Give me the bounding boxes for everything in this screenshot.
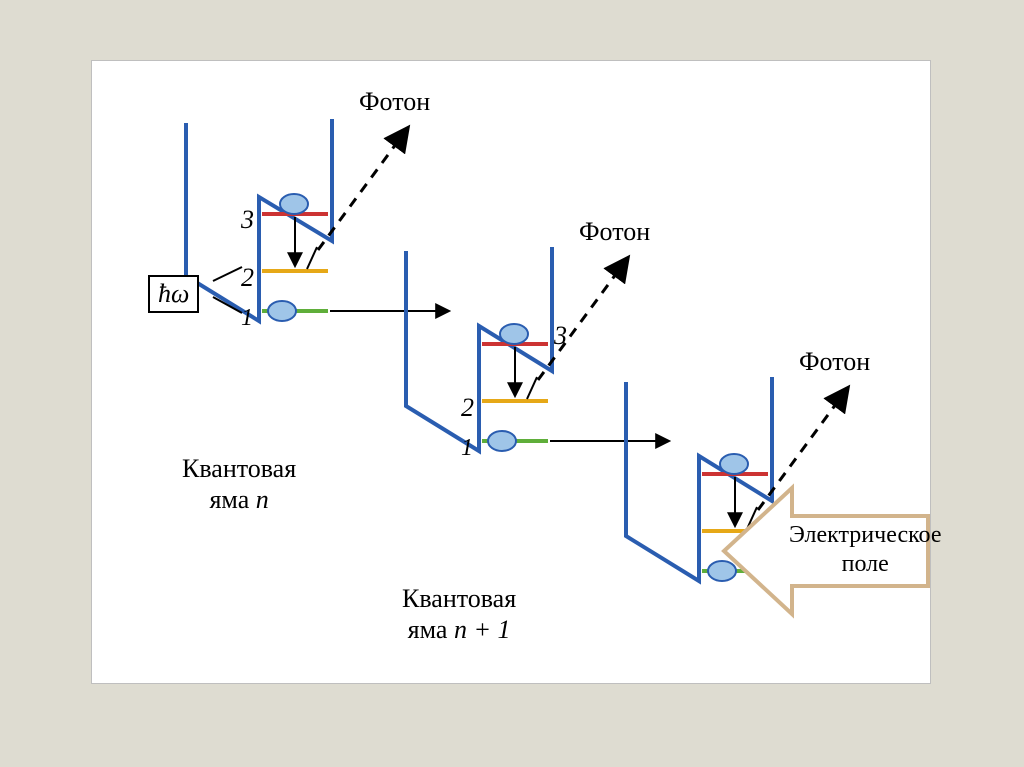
diagram-canvas: ħω Фотон Фотон Фотон Квантовая яма n Ква…: [91, 60, 931, 684]
field-line2: поле: [842, 551, 889, 577]
quantum-well-n1-label: Квантовая яма n + 1: [402, 583, 516, 645]
level-3-label-w2: 3: [554, 321, 567, 351]
well-n1-line2: яма: [408, 615, 454, 644]
quantum-well-n-label: Квантовая яма n: [182, 453, 296, 515]
well-n1-var: n + 1: [454, 615, 511, 644]
well-n-line2: яма: [209, 485, 255, 514]
level-2-label-w1: 2: [241, 263, 254, 293]
electric-field-label: Электрическое поле: [789, 521, 941, 579]
hbar-omega-box: ħω: [148, 275, 199, 313]
photon-label-1: Фотон: [359, 87, 430, 117]
level-1-label-w1: 1: [241, 305, 253, 332]
photon-label-2: Фотон: [579, 217, 650, 247]
photon-label-3: Фотон: [799, 347, 870, 377]
well-n-line1: Квантовая: [182, 454, 296, 483]
level-2-label-w2: 2: [461, 393, 474, 423]
field-line1: Электрическое: [789, 522, 941, 548]
well-n1-line1: Квантовая: [402, 584, 516, 613]
level-3-label-w1: 3: [241, 205, 254, 235]
well-n-var: n: [256, 485, 269, 514]
level-1-label-w2: 1: [461, 435, 473, 462]
